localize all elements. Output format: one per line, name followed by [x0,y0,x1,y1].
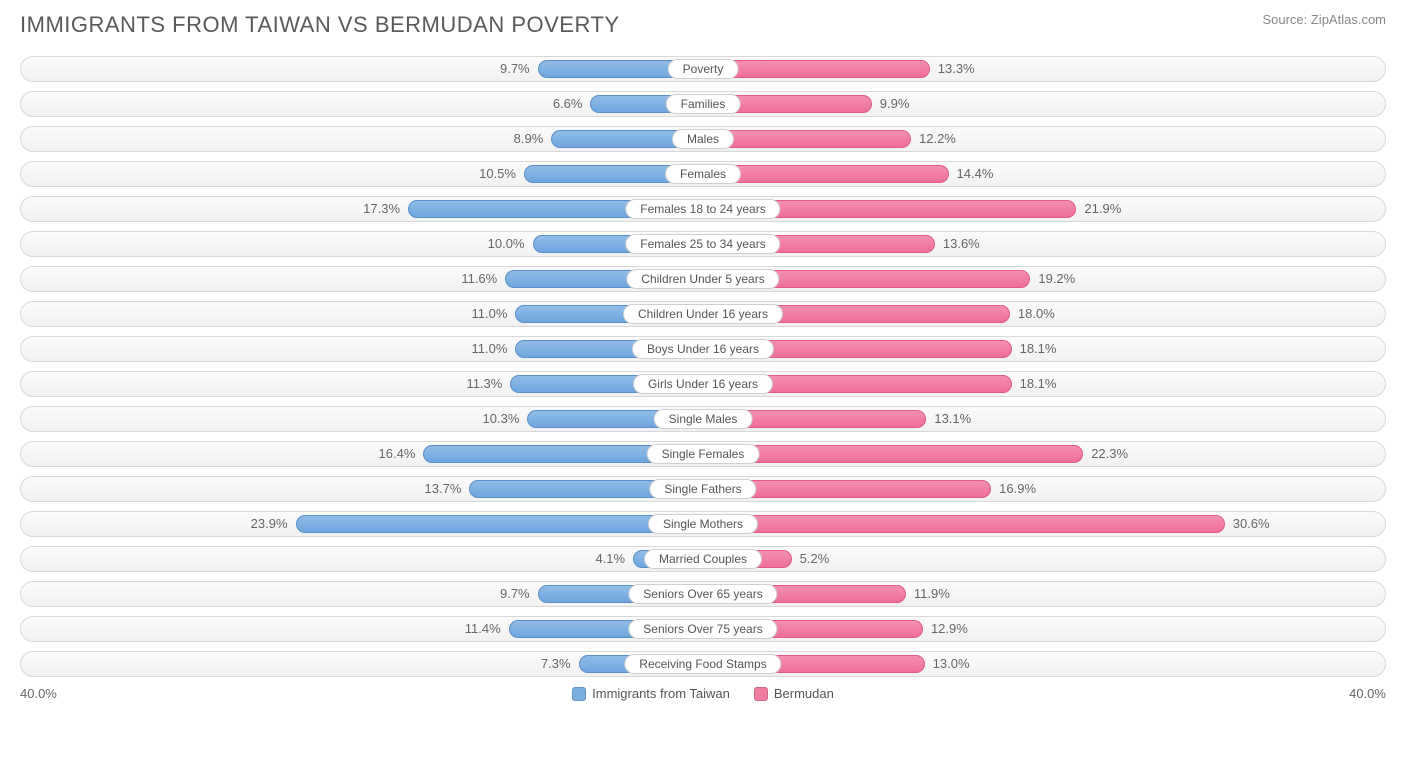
chart-row: 23.9% 30.6% Single Mothers [20,511,1386,537]
legend-item-right: Bermudan [754,686,834,701]
value-label-right: 13.0% [927,656,970,671]
axis-max-left: 40.0% [20,686,57,701]
category-label: Families [666,94,741,114]
chart-row: 11.4% 12.9% Seniors Over 75 years [20,616,1386,642]
legend-item-left: Immigrants from Taiwan [572,686,730,701]
category-label: Single Females [647,444,760,464]
value-label-left: 9.7% [500,586,536,601]
legend-label-left: Immigrants from Taiwan [592,686,730,701]
value-label-left: 10.3% [483,411,526,426]
value-label-left: 10.0% [488,236,531,251]
chart-row: 8.9% 12.2% Males [20,126,1386,152]
value-label-left: 4.1% [595,551,631,566]
bar-left [296,515,703,533]
value-label-left: 9.7% [500,61,536,76]
value-label-left: 7.3% [541,656,577,671]
category-label: Single Males [654,409,753,429]
category-label: Seniors Over 65 years [628,584,777,604]
value-label-right: 22.3% [1085,446,1128,461]
category-label: Single Mothers [648,514,758,534]
value-label-right: 18.0% [1012,306,1055,321]
value-label-left: 6.6% [553,96,589,111]
chart-row: 10.5% 14.4% Females [20,161,1386,187]
value-label-left: 10.5% [479,166,522,181]
chart-footer: 40.0% Immigrants from Taiwan Bermudan 40… [20,686,1386,701]
category-label: Males [672,129,734,149]
chart-header: IMMIGRANTS FROM TAIWAN VS BERMUDAN POVER… [20,12,1386,38]
value-label-left: 11.0% [472,306,514,321]
legend-swatch-right [754,687,768,701]
value-label-left: 17.3% [363,201,406,216]
chart-row: 7.3% 13.0% Receiving Food Stamps [20,651,1386,677]
category-label: Poverty [668,59,739,79]
bar-right [703,445,1083,463]
category-label: Females 18 to 24 years [625,199,780,219]
legend: Immigrants from Taiwan Bermudan [572,686,834,701]
value-label-left: 16.4% [379,446,422,461]
chart-row: 11.0% 18.0% Children Under 16 years [20,301,1386,327]
chart-row: 17.3% 21.9% Females 18 to 24 years [20,196,1386,222]
chart-row: 4.1% 5.2% Married Couples [20,546,1386,572]
bar-right [703,130,911,148]
category-label: Children Under 5 years [626,269,779,289]
value-label-left: 11.3% [466,376,508,391]
value-label-left: 11.0% [472,341,514,356]
value-label-right: 18.1% [1014,376,1057,391]
category-label: Receiving Food Stamps [624,654,781,674]
chart-source: Source: ZipAtlas.com [1262,12,1386,27]
value-label-right: 9.9% [874,96,910,111]
chart-row: 9.7% 13.3% Poverty [20,56,1386,82]
chart-row: 10.0% 13.6% Females 25 to 34 years [20,231,1386,257]
value-label-right: 12.9% [925,621,968,636]
chart-rows-container: 9.7% 13.3% Poverty 6.6% 9.9% Families 8.9% 12.2… [20,56,1386,677]
category-label: Married Couples [644,549,762,569]
chart-title: IMMIGRANTS FROM TAIWAN VS BERMUDAN POVER… [20,12,620,38]
category-label: Children Under 16 years [623,304,783,324]
value-label-right: 30.6% [1227,516,1270,531]
category-label: Girls Under 16 years [633,374,773,394]
value-label-left: 11.4% [465,621,507,636]
chart-row: 11.3% 18.1% Girls Under 16 years [20,371,1386,397]
value-label-right: 12.2% [913,131,956,146]
value-label-left: 13.7% [425,481,468,496]
chart-row: 16.4% 22.3% Single Females [20,441,1386,467]
chart-row: 11.0% 18.1% Boys Under 16 years [20,336,1386,362]
value-label-left: 8.9% [514,131,550,146]
chart-row: 10.3% 13.1% Single Males [20,406,1386,432]
bar-right [703,515,1225,533]
value-label-right: 16.9% [993,481,1036,496]
value-label-right: 5.2% [794,551,830,566]
category-label: Females [665,164,741,184]
value-label-left: 23.9% [251,516,294,531]
value-label-right: 14.4% [951,166,994,181]
value-label-right: 18.1% [1014,341,1057,356]
category-label: Seniors Over 75 years [628,619,777,639]
value-label-right: 19.2% [1032,271,1075,286]
category-label: Single Fathers [649,479,756,499]
chart-row: 13.7% 16.9% Single Fathers [20,476,1386,502]
value-label-right: 13.1% [928,411,971,426]
value-label-right: 21.9% [1078,201,1121,216]
value-label-right: 13.3% [932,61,975,76]
category-label: Boys Under 16 years [632,339,774,359]
value-label-left: 11.6% [461,271,503,286]
chart-row: 11.6% 19.2% Children Under 5 years [20,266,1386,292]
value-label-right: 13.6% [937,236,980,251]
legend-label-right: Bermudan [774,686,834,701]
chart-row: 6.6% 9.9% Families [20,91,1386,117]
chart-row: 9.7% 11.9% Seniors Over 65 years [20,581,1386,607]
legend-swatch-left [572,687,586,701]
category-label: Females 25 to 34 years [625,234,780,254]
value-label-right: 11.9% [908,586,950,601]
axis-max-right: 40.0% [1349,686,1386,701]
